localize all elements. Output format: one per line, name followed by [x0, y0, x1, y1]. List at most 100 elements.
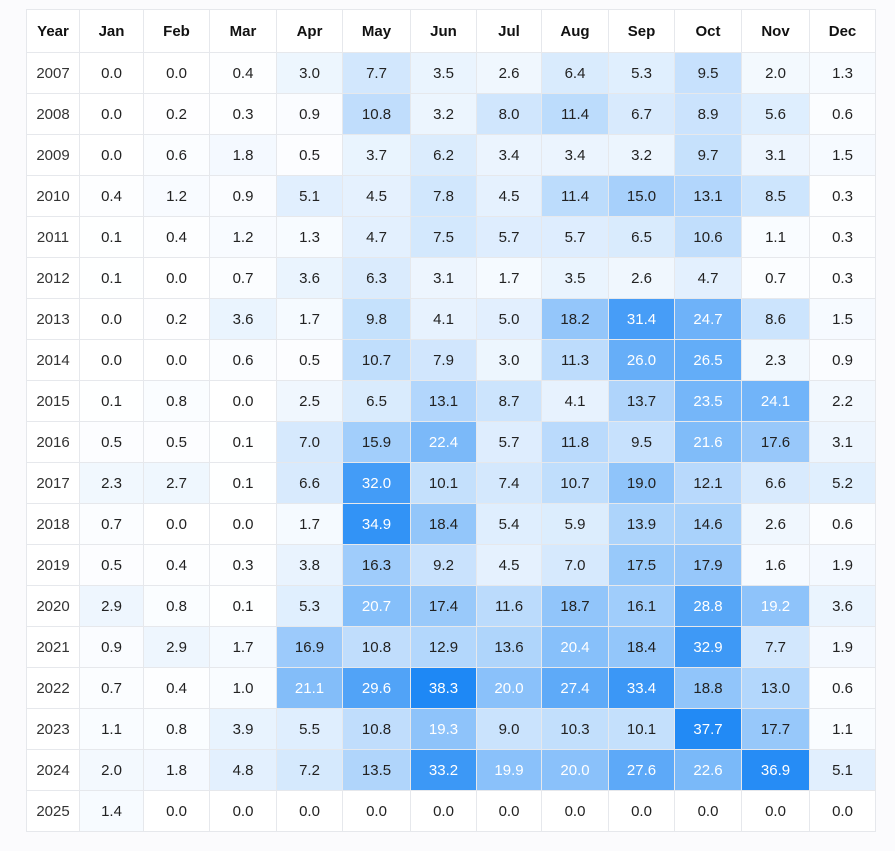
heatmap-cell: 0.0: [79, 339, 144, 381]
heatmap-cell: 11.3: [541, 339, 609, 381]
heatmap-cell: 0.0: [143, 339, 210, 381]
heatmap-cell: 0.1: [209, 585, 277, 627]
heatmap-cell: 13.0: [741, 667, 810, 709]
heatmap-cell: 0.4: [209, 52, 277, 94]
heatmap-cell: 1.1: [79, 708, 144, 750]
table-row: 2016 0.5 0.5 0.1 7.0 15.9 22.4 5.7 11.8 9.5 21.6 17…: [26, 421, 876, 463]
heatmap-cell: 9.5: [674, 52, 742, 94]
row-year-label: 2024: [26, 749, 80, 791]
row-year-label: 2009: [26, 134, 80, 176]
heatmap-cell: 9.7: [674, 134, 742, 176]
heatmap-cell: 0.1: [209, 421, 277, 463]
heatmap-cell: 0.4: [143, 667, 210, 709]
heatmap-cell: 6.2: [410, 134, 477, 176]
heatmap-cell: 9.5: [608, 421, 675, 463]
row-year-label: 2008: [26, 93, 80, 135]
heatmap-cell: 4.1: [541, 380, 609, 422]
heatmap-cell: 8.5: [741, 175, 810, 217]
heatmap-cell: 5.9: [541, 503, 609, 545]
heatmap-cell: 10.1: [608, 708, 675, 750]
row-year-label: 2025: [26, 790, 80, 832]
heatmap-cell: 29.6: [342, 667, 411, 709]
heatmap-cell: 3.2: [608, 134, 675, 176]
heatmap-cell: 3.6: [209, 298, 277, 340]
heatmap-cell: 3.9: [209, 708, 277, 750]
heatmap-cell: 0.9: [809, 339, 876, 381]
heatmap-cell: 2.6: [608, 257, 675, 299]
table-row: 2020 2.9 0.8 0.1 5.3 20.7 17.4 11.6 18.7 16.1 28.8…: [26, 585, 876, 627]
row-year-label: 2012: [26, 257, 80, 299]
column-header-nov: Nov: [741, 9, 810, 53]
heatmap-cell: 18.4: [410, 503, 477, 545]
heatmap-cell: 17.6: [741, 421, 810, 463]
heatmap-cell: 3.0: [476, 339, 542, 381]
heatmap-container: Year Jan Feb Mar Apr May Jun Jul Aug Sep Oct Nov Dec…: [26, 9, 876, 832]
heatmap-cell: 7.8: [410, 175, 477, 217]
heatmap-cell: 18.4: [608, 626, 675, 668]
heatmap-cell: 10.6: [674, 216, 742, 258]
heatmap-cell: 13.7: [608, 380, 675, 422]
heatmap-cell: 1.7: [276, 503, 343, 545]
table-row: 2021 0.9 2.9 1.7 16.9 10.8 12.9 13.6 20.4 18.4 32.…: [26, 626, 876, 668]
heatmap-cell: 0.3: [209, 93, 277, 135]
heatmap-cell: 0.6: [809, 93, 876, 135]
header-row: Year Jan Feb Mar Apr May Jun Jul Aug Sep Oct Nov Dec: [26, 9, 876, 53]
heatmap-cell: 6.7: [608, 93, 675, 135]
heatmap-cell: 3.7: [342, 134, 411, 176]
row-year-label: 2017: [26, 462, 80, 504]
heatmap-cell: 20.7: [342, 585, 411, 627]
heatmap-cell: 0.9: [276, 93, 343, 135]
heatmap-cell: 3.1: [809, 421, 876, 463]
heatmap-cell: 2.0: [741, 52, 810, 94]
heatmap-cell: 0.3: [809, 216, 876, 258]
heatmap-cell: 1.1: [809, 708, 876, 750]
heatmap-cell: 0.5: [143, 421, 210, 463]
heatmap-cell: 1.9: [809, 544, 876, 586]
heatmap-cell: 17.7: [741, 708, 810, 750]
heatmap-cell: 18.8: [674, 667, 742, 709]
table-row: 2019 0.5 0.4 0.3 3.8 16.3 9.2 4.5 7.0 17.5 17.9 1.6…: [26, 544, 876, 586]
heatmap-cell: 8.6: [741, 298, 810, 340]
heatmap-cell: 17.9: [674, 544, 742, 586]
heatmap-cell: 0.4: [143, 216, 210, 258]
heatmap-cell: 1.1: [741, 216, 810, 258]
column-header-may: May: [342, 9, 411, 53]
heatmap-cell: 13.1: [410, 380, 477, 422]
heatmap-cell: 0.0: [608, 790, 675, 832]
heatmap-cell: 0.1: [79, 216, 144, 258]
heatmap-cell: 5.3: [608, 52, 675, 94]
heatmap-cell: 0.9: [79, 626, 144, 668]
heatmap-cell: 0.0: [809, 790, 876, 832]
heatmap-cell: 3.5: [541, 257, 609, 299]
heatmap-cell: 3.4: [476, 134, 542, 176]
heatmap-cell: 0.3: [209, 544, 277, 586]
heatmap-cell: 38.3: [410, 667, 477, 709]
heatmap-cell: 1.8: [209, 134, 277, 176]
heatmap-cell: 0.8: [143, 380, 210, 422]
heatmap-cell: 4.5: [476, 544, 542, 586]
heatmap-cell: 2.0: [79, 749, 144, 791]
heatmap-cell: 0.5: [276, 134, 343, 176]
heatmap-cell: 37.7: [674, 708, 742, 750]
column-header-oct: Oct: [674, 9, 742, 53]
heatmap-cell: 0.2: [143, 93, 210, 135]
heatmap-cell: 5.1: [809, 749, 876, 791]
heatmap-cell: 7.7: [342, 52, 411, 94]
heatmap-cell: 0.7: [741, 257, 810, 299]
heatmap-cell: 7.0: [541, 544, 609, 586]
row-year-label: 2015: [26, 380, 80, 422]
table-row: 2014 0.0 0.0 0.6 0.5 10.7 7.9 3.0 11.3 26.0 26.5 2.…: [26, 339, 876, 381]
heatmap-cell: 0.0: [209, 790, 277, 832]
heatmap-cell: 0.0: [276, 790, 343, 832]
row-year-label: 2023: [26, 708, 80, 750]
heatmap-cell: 1.7: [476, 257, 542, 299]
heatmap-cell: 13.1: [674, 175, 742, 217]
heatmap-cell: 15.9: [342, 421, 411, 463]
heatmap-cell: 0.6: [809, 667, 876, 709]
heatmap-cell: 2.2: [809, 380, 876, 422]
heatmap-cell: 3.0: [276, 52, 343, 94]
heatmap-cell: 11.4: [541, 93, 609, 135]
heatmap-table: Year Jan Feb Mar Apr May Jun Jul Aug Sep Oct Nov Dec…: [26, 9, 876, 832]
heatmap-cell: 3.8: [276, 544, 343, 586]
row-year-label: 2007: [26, 52, 80, 94]
